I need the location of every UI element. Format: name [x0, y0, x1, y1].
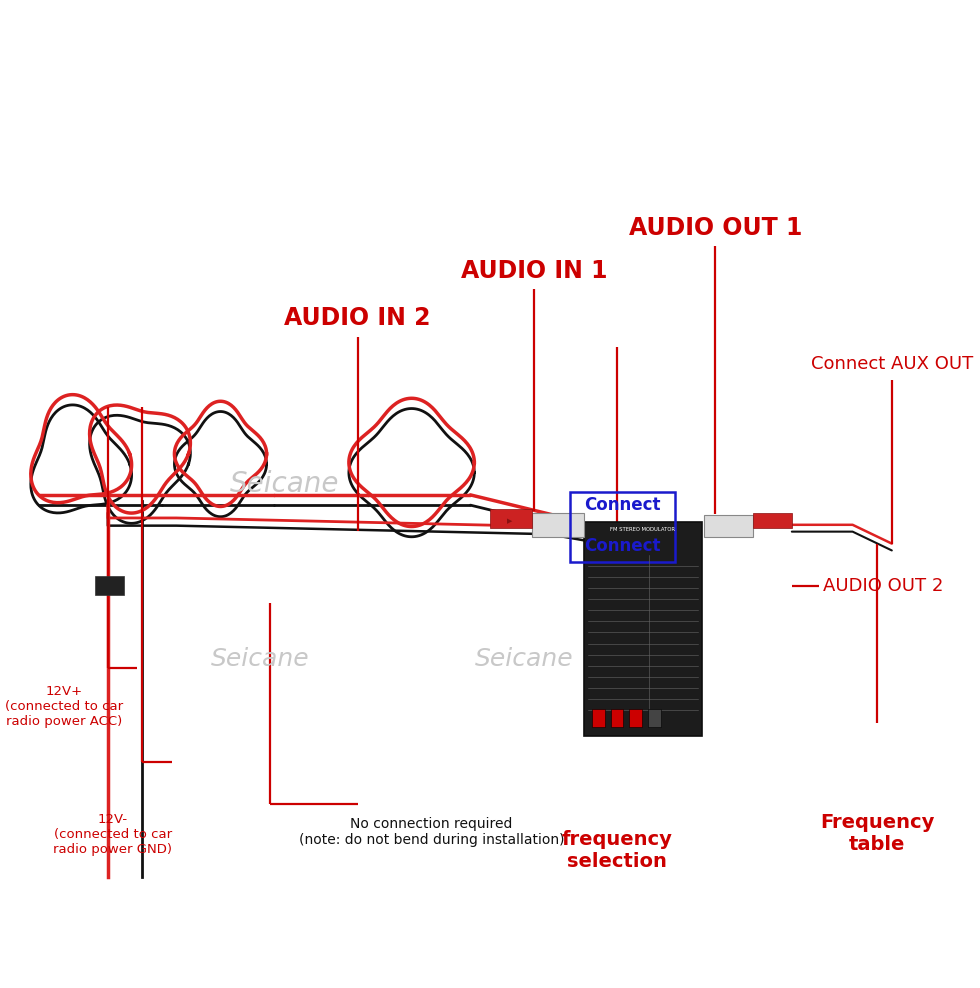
- Text: 12V-
(connected to car
radio power GND): 12V- (connected to car radio power GND): [53, 813, 172, 856]
- Bar: [753, 513, 792, 529]
- Bar: [704, 516, 753, 536]
- Text: AUDIO OUT 2: AUDIO OUT 2: [823, 577, 944, 596]
- Text: 12V+
(connected to car
radio power ACC): 12V+ (connected to car radio power ACC): [5, 685, 122, 727]
- Bar: [592, 708, 605, 727]
- Text: FM STEREO MODULATOR: FM STEREO MODULATOR: [611, 527, 675, 532]
- Bar: [532, 513, 584, 536]
- Text: FM transmitter: FM transmitter: [230, 38, 750, 96]
- Polygon shape: [349, 398, 474, 527]
- Text: frequency
selection: frequency selection: [562, 830, 673, 870]
- Bar: [629, 708, 642, 727]
- Bar: [648, 708, 661, 727]
- Polygon shape: [30, 394, 131, 503]
- Text: Seicane: Seicane: [475, 647, 573, 671]
- Text: Connect: Connect: [584, 496, 661, 514]
- Text: Seicane: Seicane: [229, 469, 339, 498]
- Text: Frequency
table: Frequency table: [820, 813, 934, 854]
- Text: AUDIO IN 2: AUDIO IN 2: [284, 306, 431, 330]
- Bar: [490, 510, 532, 529]
- Bar: [611, 708, 623, 727]
- Text: AUDIO OUT 1: AUDIO OUT 1: [629, 216, 802, 240]
- Bar: [584, 523, 702, 736]
- Polygon shape: [89, 405, 190, 513]
- Text: No connection required
(note: do not bend during installation): No connection required (note: do not ben…: [299, 817, 564, 848]
- Polygon shape: [174, 401, 267, 507]
- Text: Connect AUX OUT: Connect AUX OUT: [810, 355, 973, 372]
- Text: Connect: Connect: [584, 537, 661, 555]
- Text: Seicane: Seicane: [211, 647, 309, 671]
- Text: ▶: ▶: [507, 519, 513, 525]
- Text: AUDIO IN 1: AUDIO IN 1: [461, 259, 608, 283]
- Bar: [570, 492, 675, 562]
- Bar: [95, 576, 124, 595]
